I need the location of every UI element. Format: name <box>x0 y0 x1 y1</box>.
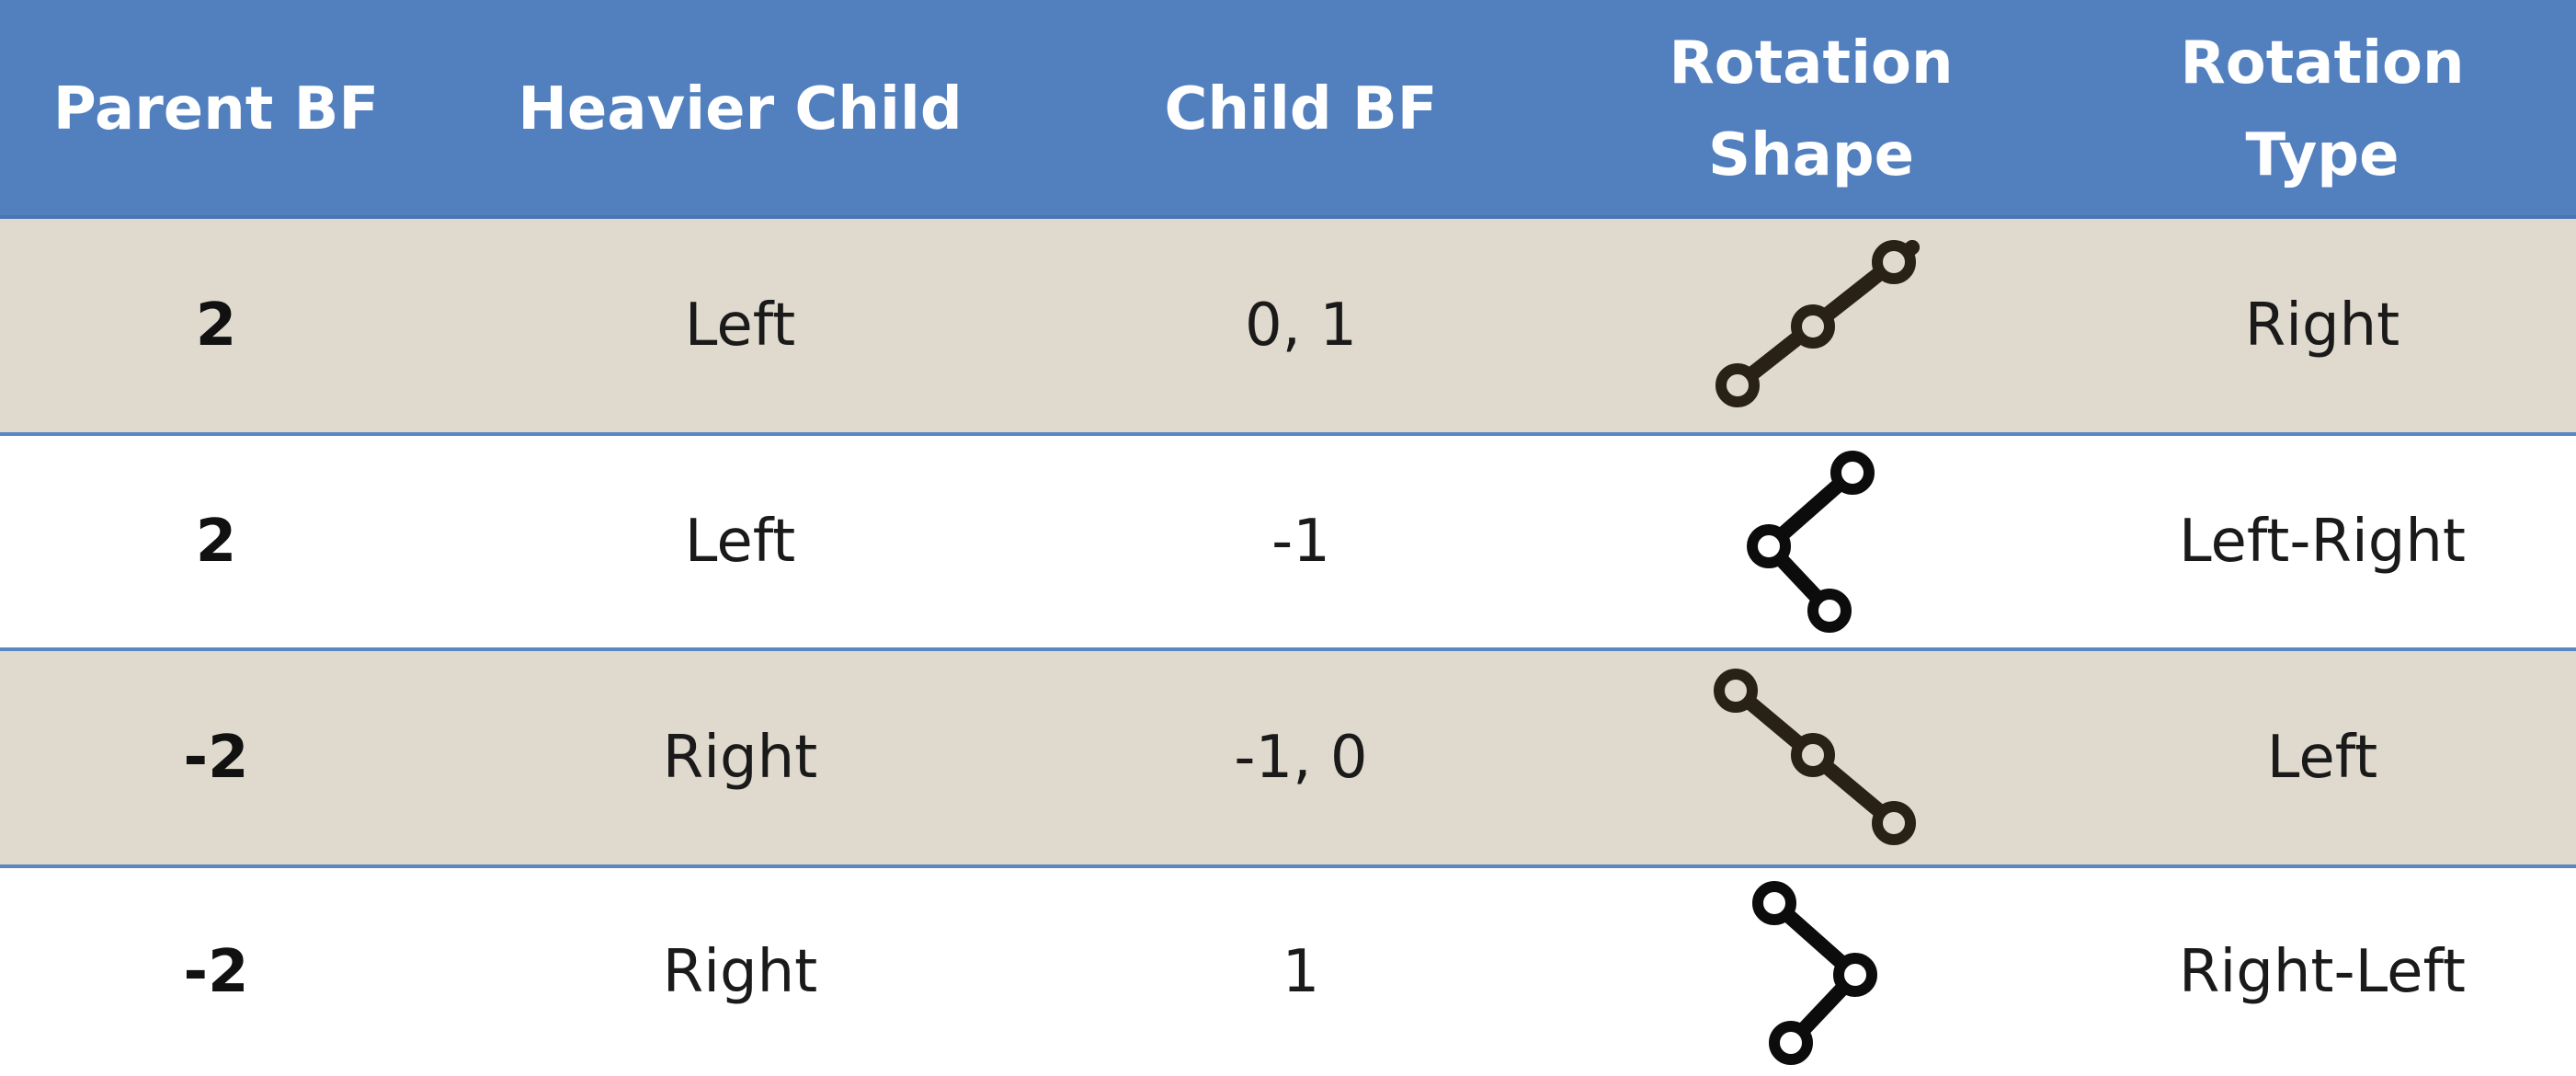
parent-bf-cell: 2 <box>195 292 237 360</box>
table-header: Parent BF Heavier Child Child BF Rotatio… <box>0 0 2576 219</box>
header-parent-bf: Parent BF <box>52 75 380 143</box>
parent-bf-cell: 2 <box>195 508 237 576</box>
left-right-zigzag-icon <box>1747 451 1875 633</box>
right-right-line-icon <box>1714 669 1916 845</box>
child-bf-cell: 0, 1 <box>1244 292 1358 360</box>
child-bf-cell: -1 <box>1271 508 1330 576</box>
child-bf-cell: 1 <box>1282 938 1320 1006</box>
parent-bf-cell: -2 <box>183 938 249 1006</box>
table-row: -2 Right -1, 0 Left <box>0 651 2576 868</box>
header-rotation-type: Rotation Type <box>2180 29 2465 189</box>
rotation-type-cell: Left-Right <box>2178 508 2467 576</box>
rotation-shape-cell <box>1554 436 2069 647</box>
heavier-child-cell: Left <box>684 292 796 360</box>
table-row: -2 Right 1 Right-Left <box>0 868 2576 1076</box>
heavier-child-cell: Right <box>662 724 818 792</box>
table-row: 2 Left -1 Left-Right <box>0 436 2576 651</box>
header-child-bf: Child BF <box>1164 75 1438 143</box>
child-bf-cell: -1, 0 <box>1234 724 1368 792</box>
rotation-type-cell: Right <box>2244 292 2400 360</box>
rotation-shape-cell <box>1554 219 2069 432</box>
rotation-type-cell: Left <box>2266 724 2378 792</box>
rotation-shape-cell <box>1554 651 2069 864</box>
heavier-child-cell: Left <box>684 508 796 576</box>
header-rotation-shape: Rotation Shape <box>1669 29 1954 189</box>
heavier-child-cell: Right <box>662 938 818 1006</box>
parent-bf-cell: -2 <box>183 724 249 792</box>
header-heavier-child: Heavier Child <box>518 75 963 143</box>
rotation-type-cell: Right-Left <box>2178 938 2467 1006</box>
table-row: 2 Left 0, 1 Right <box>0 219 2576 436</box>
rotation-shape-cell <box>1554 868 2069 1076</box>
left-left-line-icon <box>1715 240 1920 407</box>
right-left-zigzag-icon <box>1752 881 1877 1065</box>
